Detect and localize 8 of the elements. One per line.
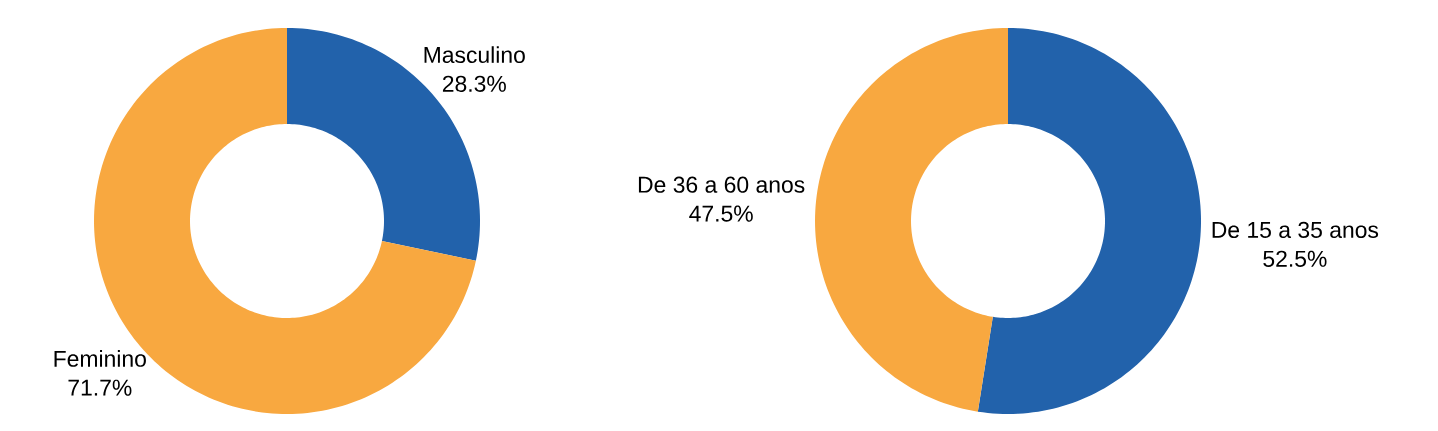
slice-label: De 15 a 35 anos <box>1212 221 1379 238</box>
slice-label: Masculino <box>424 46 525 64</box>
slice-label: Feminino <box>54 350 146 367</box>
data-label: 52.5% <box>1263 250 1327 267</box>
data-label: 71.7% <box>68 379 132 396</box>
data-label: 47.5% <box>689 205 753 222</box>
slice-label: De 36 a 60 anos <box>638 176 805 193</box>
data-label: 28.3% <box>442 75 506 92</box>
